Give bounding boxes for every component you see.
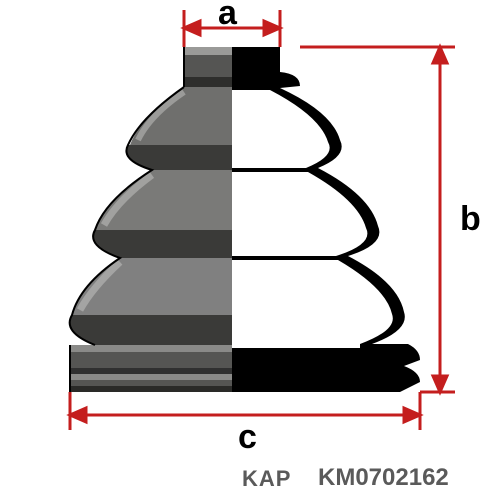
boot-section-profile bbox=[232, 47, 420, 392]
part-number: KM0702162 bbox=[318, 464, 449, 492]
dim-label-b: b bbox=[460, 200, 481, 239]
dim-label-c: c bbox=[238, 418, 257, 457]
dim-label-a: a bbox=[218, 0, 237, 33]
brand-text: KAP bbox=[242, 466, 291, 492]
